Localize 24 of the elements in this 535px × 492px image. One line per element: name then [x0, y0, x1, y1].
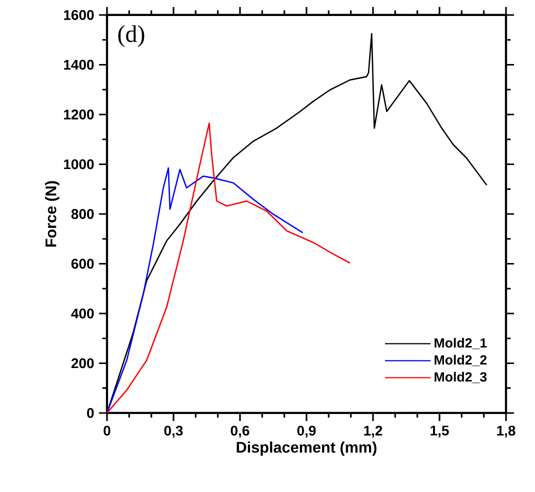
y-tick-label: 200 [71, 358, 94, 368]
y-tick-label: 800 [71, 209, 94, 219]
x-tick-label: 0,6 [230, 426, 250, 438]
y-tick-label: 1000 [64, 159, 94, 170]
x-tick-label: 0 [104, 426, 110, 436]
y-tick-label: 1200 [64, 110, 94, 120]
x-tick-label: 1,8 [497, 426, 516, 438]
y-tick-label: 1400 [64, 60, 94, 70]
x-tick-label: 1,2 [364, 426, 382, 438]
legend-label: Mold2_2 [434, 354, 487, 366]
y-tick-label: 600 [71, 258, 94, 269]
x-axis-title: Displacement (mm) [236, 441, 376, 456]
x-tick-label: 0,3 [164, 426, 183, 438]
line-series [106, 122, 351, 414]
x-tick-label: 0,9 [297, 426, 316, 438]
line-series [106, 167, 304, 414]
annotation: (d) [118, 25, 144, 47]
y-tick-label: 400 [71, 308, 94, 318]
legend-label: Mold2_1 [434, 338, 487, 350]
y-axis-title: Force (N) [45, 181, 60, 247]
y-tick-label: 0 [87, 408, 94, 418]
legend-label: Mold2_3 [434, 372, 487, 384]
y-tick-label: 1600 [64, 10, 94, 20]
x-tick-label: 1,5 [430, 426, 449, 438]
